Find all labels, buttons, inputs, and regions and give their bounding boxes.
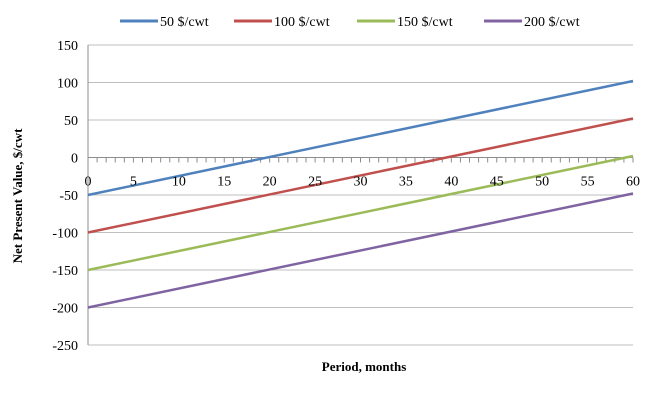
series-line-2	[87, 117, 634, 234]
y-tick-label: -150	[52, 264, 78, 279]
y-tick-label: 0	[71, 152, 78, 167]
legend-label-4: 200 $/cwt	[524, 15, 580, 30]
y-tick-label: -50	[59, 189, 78, 204]
x-tick-label: 55	[581, 175, 595, 190]
x-tick-label: 15	[217, 175, 231, 190]
x-tick-label: 25	[308, 175, 322, 190]
y-tick-label: -200	[52, 302, 78, 317]
y-tick-label: -100	[52, 227, 78, 242]
y-tick-label: 50	[64, 114, 78, 129]
x-tick-label: 20	[263, 175, 277, 190]
x-tick-label: 60	[626, 175, 640, 190]
series-line-4	[87, 192, 634, 309]
series-line-1	[87, 79, 634, 197]
grid-lines	[88, 44, 633, 346]
x-axis-title: Period, months	[322, 359, 407, 374]
x-tick-label: 0	[85, 175, 92, 190]
y-tick-label: -250	[52, 339, 78, 354]
legend: 50 $/cwt 100 $/cwt 150 $/cwt 200 $/cwt	[120, 15, 580, 30]
y-tick-label: 100	[57, 77, 78, 92]
x-tick-label: 35	[399, 175, 413, 190]
x-tick-label: 45	[490, 175, 504, 190]
y-axis-title: Net Present Value, $/cwt	[10, 128, 25, 263]
tick-labels: 150 100 50 0 -50 -100 -150 -200 -250 0 5 10 15 20 25 30…	[52, 39, 640, 354]
x-tick-label: 40	[444, 175, 458, 190]
x-tick-label: 10	[172, 175, 186, 190]
x-tick-label: 30	[354, 175, 368, 190]
x-tick-label: 5	[130, 175, 137, 190]
x-tick-label: 50	[535, 175, 549, 190]
series-line-3	[87, 154, 634, 272]
axes	[87, 45, 634, 345]
legend-label-3: 150 $/cwt	[397, 15, 453, 30]
legend-label-1: 50 $/cwt	[160, 15, 209, 30]
series-lines	[87, 79, 634, 309]
legend-label-2: 100 $/cwt	[274, 15, 330, 30]
y-tick-label: 150	[57, 39, 78, 54]
